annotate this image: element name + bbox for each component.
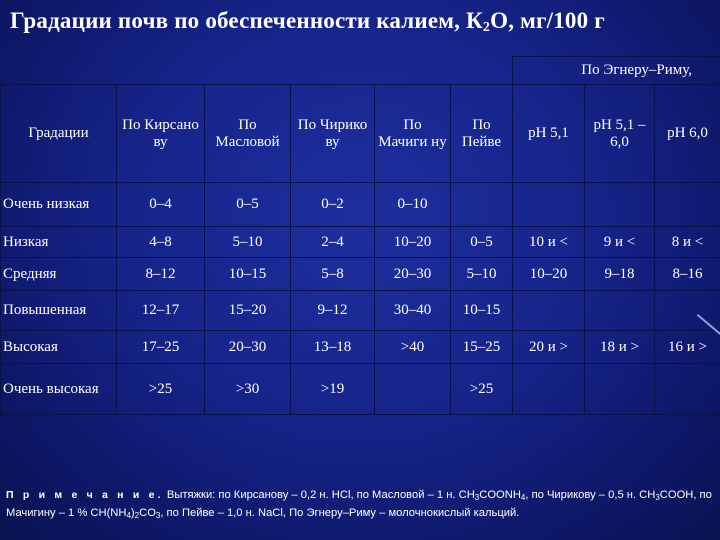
table-cell: >25 [116,363,205,415]
row-label: Повышенная [0,290,117,331]
row-label: Низкая [0,226,117,258]
table-cell: 9–12 [290,290,375,331]
table-cell: 10 и < [512,226,585,258]
table-cell: 0–4 [116,182,205,227]
table-cell: 15–20 [204,290,291,331]
table-cell: 5–10 [450,257,513,291]
table-cell: 2–4 [290,226,375,258]
table-cell: 8–16 [654,257,720,291]
table-cell: >25 [450,363,513,415]
table-row: Средняя 8–12 10–15 5–8 20–30 5–10 10–20 9–18 8–1… [0,257,720,291]
table-cell: >30 [204,363,291,415]
table-cell: >19 [290,363,375,415]
table-body: Очень низкая 0–4 0–5 0–2 0–10 Низкая 4–8 5–10 2–… [0,182,720,415]
table-cell: 8–12 [116,257,205,291]
table-cell [512,363,585,415]
header-maslova: По Масловой [204,84,291,183]
table-header-row: По Эгнеру–Риму, [1,56,720,85]
page-title: Градации почв по обеспеченности калием, … [10,8,605,35]
table-row: Очень высокая >25 >30 >19 >25 [0,363,720,415]
table-cell: 0–2 [290,182,375,227]
table-cell: 0–5 [204,182,291,227]
header-kirsanov: По Кирсано ву [116,84,205,183]
table-cell: 9 и < [584,226,655,258]
header-chirikov: По Чирико ву [290,84,375,183]
table-cell [654,363,720,415]
table-cell: 10–15 [204,257,291,291]
header-ph-6-0: рН 6,0 [654,84,720,183]
row-label: Очень высокая [0,363,117,415]
table-cell [584,290,655,331]
table-cell: 17–25 [116,330,205,364]
table-cell [584,363,655,415]
table-cell [512,290,585,331]
row-label: Высокая [0,330,117,364]
table-cell: 16 и > [654,330,720,364]
table-row: Повышенная 12–17 15–20 9–12 30–40 10–15 [0,290,720,331]
table-cell: 8 и < [654,226,720,258]
table-cell [512,182,585,227]
table-cell: >40 [374,330,451,364]
header-peive: По Пейве [450,84,513,183]
table-cell: 5–8 [290,257,375,291]
table-cell: 20–30 [204,330,291,364]
table-cell: 10–20 [374,226,451,258]
header-gradation: Градации [0,84,117,183]
table-cell: 30–40 [374,290,451,331]
table-row: Высокая 17–25 20–30 13–18 >40 15–25 20 и >18 и… [0,330,720,364]
table-cell [450,182,513,227]
table-cell [374,363,451,415]
footnote: П р и м е ч а н и е. Вытяжки: по Кирсано… [6,489,712,520]
table-cell: 12–17 [116,290,205,331]
egner-header: По Эгнеру–Риму, [512,56,720,85]
table-cell: 10–20 [512,257,585,291]
row-label: Очень низкая [0,182,117,227]
header-ph-5-1: рН 5,1 [512,84,585,183]
table-cell: 13–18 [290,330,375,364]
header-machigin: По Мачиги ну [374,84,451,183]
table-cell: 0–10 [374,182,451,227]
table-cell [584,182,655,227]
table-cell: 5–10 [204,226,291,258]
table-cell: 10–15 [450,290,513,331]
table-header-row: Градации По Кирсано ву По Масловой По Чи… [0,84,720,183]
table-cell: 0–5 [450,226,513,258]
row-label: Средняя [0,257,117,291]
table-cell: 15–25 [450,330,513,364]
table-row: Низкая 4–8 5–10 2–4 10–20 0–5 10 и <9 и <8 и < [0,226,720,258]
table-cell [654,182,720,227]
header-ph-5-1-6-0: рН 5,1 – 6,0 [584,84,655,183]
potassium-gradation-table: По Эгнеру–Риму, Градации По Кирсано ву П… [0,56,720,415]
table-cell: 9–18 [584,257,655,291]
table-cell: 20 и > [512,330,585,364]
table-row: Очень низкая 0–4 0–5 0–2 0–10 [0,182,720,227]
table-cell: 20–30 [374,257,451,291]
table-cell: 18 и > [584,330,655,364]
table-cell: 4–8 [116,226,205,258]
